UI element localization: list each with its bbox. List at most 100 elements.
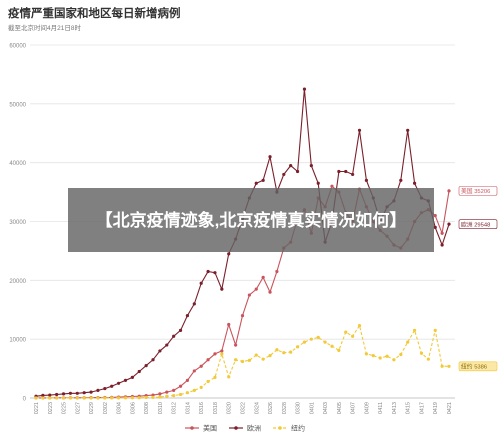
data-point bbox=[96, 396, 100, 400]
data-point bbox=[268, 155, 272, 159]
data-point bbox=[447, 189, 451, 193]
data-point bbox=[261, 178, 265, 182]
data-point bbox=[440, 364, 444, 368]
x-tick-label: 0330 bbox=[296, 402, 302, 414]
data-point bbox=[412, 328, 417, 332]
data-point bbox=[110, 384, 114, 388]
x-tick-label: 0421 bbox=[447, 402, 453, 414]
data-point bbox=[378, 356, 382, 360]
data-point bbox=[316, 181, 320, 185]
data-point bbox=[89, 396, 93, 400]
end-label: 纽约 5386 bbox=[461, 363, 487, 371]
data-point bbox=[268, 290, 272, 294]
data-point bbox=[295, 345, 300, 349]
x-tick-label: 0417 bbox=[419, 402, 425, 414]
x-tick-label: 0419 bbox=[433, 402, 439, 414]
data-point bbox=[199, 281, 203, 285]
data-point bbox=[371, 354, 375, 358]
y-tick-label: 50000 bbox=[9, 102, 26, 108]
data-point bbox=[178, 392, 183, 397]
data-point bbox=[309, 337, 313, 341]
data-point bbox=[144, 395, 148, 400]
data-point bbox=[433, 214, 437, 218]
data-point bbox=[351, 172, 355, 177]
data-point bbox=[433, 328, 437, 332]
data-point bbox=[344, 169, 348, 174]
x-tick-label: 0316 bbox=[199, 402, 205, 414]
data-point bbox=[247, 293, 251, 297]
x-tick-label: 0223 bbox=[48, 402, 54, 414]
data-point bbox=[68, 391, 73, 395]
data-point bbox=[447, 364, 451, 368]
data-point bbox=[337, 348, 341, 352]
data-point bbox=[309, 164, 313, 168]
data-point bbox=[61, 396, 66, 400]
data-point bbox=[213, 271, 217, 275]
end-label: 欧洲 29548 bbox=[461, 220, 490, 228]
data-point bbox=[151, 395, 155, 400]
x-tick-label: 0411 bbox=[378, 402, 384, 414]
data-point bbox=[385, 354, 389, 358]
data-point bbox=[275, 269, 279, 274]
legend-label: 美国 bbox=[203, 424, 217, 433]
data-point bbox=[295, 169, 300, 174]
data-point bbox=[227, 375, 231, 379]
data-point bbox=[282, 172, 286, 177]
data-point bbox=[96, 388, 100, 392]
data-point bbox=[89, 390, 93, 394]
x-tick-label: 0324 bbox=[254, 402, 260, 414]
data-point bbox=[406, 128, 410, 132]
data-point bbox=[220, 287, 224, 291]
data-point bbox=[227, 322, 231, 327]
data-point bbox=[41, 396, 45, 400]
data-point bbox=[165, 343, 169, 347]
x-tick-label: 0310 bbox=[158, 402, 164, 414]
data-point bbox=[192, 302, 196, 306]
data-point bbox=[364, 178, 368, 182]
x-tick-label: 0320 bbox=[227, 402, 233, 414]
data-point bbox=[117, 381, 121, 385]
data-point bbox=[192, 388, 196, 392]
x-tick-label: 0227 bbox=[75, 402, 81, 414]
y-tick-label: 40000 bbox=[9, 161, 26, 167]
data-point bbox=[419, 351, 424, 355]
data-point bbox=[282, 351, 286, 355]
data-point bbox=[144, 364, 148, 368]
data-point bbox=[351, 334, 355, 338]
data-point bbox=[172, 334, 176, 338]
data-point bbox=[48, 393, 52, 397]
x-tick-label: 0405 bbox=[337, 402, 343, 414]
data-point bbox=[206, 269, 210, 274]
legend-marker bbox=[234, 426, 238, 430]
data-point bbox=[337, 169, 341, 174]
data-point bbox=[289, 164, 293, 168]
data-point bbox=[240, 359, 245, 364]
data-point bbox=[220, 349, 224, 353]
data-point bbox=[178, 384, 183, 388]
data-point bbox=[151, 358, 155, 362]
data-point bbox=[261, 275, 265, 279]
data-point bbox=[48, 396, 52, 400]
data-point bbox=[261, 357, 265, 361]
data-point bbox=[110, 396, 114, 400]
legend-label: 欧洲 bbox=[247, 424, 261, 433]
data-point bbox=[137, 396, 141, 400]
data-point bbox=[213, 352, 217, 356]
y-tick-label: 60000 bbox=[9, 44, 26, 50]
data-point bbox=[399, 352, 403, 357]
data-point bbox=[254, 181, 258, 185]
data-point bbox=[364, 352, 368, 356]
legend-marker bbox=[190, 426, 194, 430]
data-point bbox=[82, 391, 86, 395]
data-point bbox=[268, 354, 272, 358]
data-point bbox=[440, 231, 444, 235]
x-tick-label: 0308 bbox=[144, 402, 150, 414]
data-point bbox=[433, 225, 437, 229]
data-point bbox=[41, 393, 45, 397]
data-point bbox=[178, 328, 183, 332]
data-point bbox=[254, 353, 258, 357]
data-point bbox=[406, 340, 410, 344]
overlay-banner: 【北京疫情迹象,北京疫情真实情况如何】 bbox=[68, 188, 434, 252]
x-tick-label: 0328 bbox=[282, 402, 288, 414]
end-label-box bbox=[458, 219, 498, 229]
